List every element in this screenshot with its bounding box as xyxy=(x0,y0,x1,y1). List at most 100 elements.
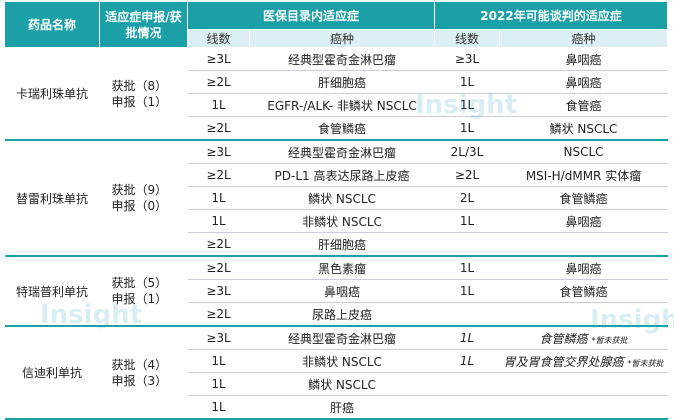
cancer-cell: 黑色素瘤 xyxy=(249,256,435,280)
status-item: 获批（9） xyxy=(111,183,168,197)
drug-name: 特瑞普利单抗 xyxy=(4,256,100,327)
status-item: 申报（1） xyxy=(111,94,168,109)
line-cell: 2L xyxy=(434,186,500,210)
table-row: 替雷利珠单抗 获批（9） 申报（0） ≥3L 经典型霍奇金淋巴瘤 2L/3L NSCLC xyxy=(4,140,668,257)
drug-name: 替雷利珠单抗 xyxy=(4,140,100,257)
cancer-cell: 食管鳞癌 xyxy=(499,279,668,303)
cancer-cell xyxy=(499,232,668,257)
status-cell: 获批（5） 申报（1） xyxy=(99,256,188,327)
line-cell: 1L xyxy=(187,186,250,210)
line-cell: 1L xyxy=(434,279,500,303)
cancer-cell: 鼻咽癌 xyxy=(499,256,668,280)
cancer-cell: 食管癌 xyxy=(499,93,668,117)
cancer-cell: 鼻咽癌 xyxy=(499,209,668,233)
line-cell: 1L xyxy=(434,70,500,94)
cancer-cell xyxy=(499,372,668,396)
table-row: 1L 非鳞状 NSCLC 1L 胃及胃食管交界处腺癌 *暂未获批 xyxy=(5,349,668,373)
header-cancer: 癌种 xyxy=(248,29,436,48)
line-cell: 2L/3L xyxy=(434,140,500,164)
line-cell: 1L xyxy=(434,209,500,233)
line-cell: ≥2L xyxy=(187,116,250,141)
cancer-cell xyxy=(499,302,668,327)
header-line: 线数 xyxy=(187,29,250,48)
status-item: 申报（1） xyxy=(111,292,168,306)
cancer-cell: 非鳞状 NSCLC xyxy=(249,209,435,233)
status-item: 获批（5） xyxy=(111,276,168,290)
line-cell: 1L xyxy=(187,209,250,233)
cancer-cell: 鳞状 NSCLC xyxy=(499,116,668,141)
line-cell: ≥3L xyxy=(187,279,250,303)
header-line: 线数 xyxy=(434,29,501,48)
status-item: 获批（8） xyxy=(111,78,168,93)
cancer-cell: MSI-H/dMMR 实体瘤 xyxy=(499,163,668,187)
status-cell: 获批（4） 申报（3） xyxy=(99,326,188,420)
cancer-cell xyxy=(499,395,668,420)
line-cell: ≥3L xyxy=(187,47,250,71)
cancer-cell: 鼻咽癌 xyxy=(499,70,668,94)
line-cell: ≥2L xyxy=(187,163,250,187)
table-row: 1L 鳞状 NSCLC xyxy=(5,372,668,396)
note: *暂未获批 xyxy=(591,335,628,345)
cancer-cell: 鼻咽癌 xyxy=(249,279,435,303)
table-row: ≥3L 鼻咽癌 1L 食管鳞癌 xyxy=(5,279,668,303)
header-group1: 医保目录内适应症 xyxy=(186,1,436,30)
cancer-cell: 食管鳞癌 xyxy=(249,116,435,141)
cancer-cell: 经典型霍奇金淋巴瘤 xyxy=(249,47,435,71)
status-cell: 获批（8） 申报（1） xyxy=(99,47,188,141)
cancer-cell: EGFR-/ALK- 非鳞状 NSCLC xyxy=(249,93,435,117)
table-row: 1L EGFR-/ALK- 非鳞状 NSCLC 1L 食管癌 xyxy=(5,93,668,117)
header-drug: 药品名称 xyxy=(4,1,100,48)
table-row: 1L 非鳞状 NSCLC 1L 鼻咽癌 xyxy=(5,209,668,233)
note: *暂未获批 xyxy=(627,358,664,368)
line-cell: 1L xyxy=(187,349,250,373)
table-row: 信迪利单抗 获批（4） 申报（3） ≥3L 经典型霍奇金淋巴瘤 1L 食管鳞癌 *暂未获批 xyxy=(4,326,668,420)
cancer-cell: 尿路上皮癌 xyxy=(249,302,435,327)
cancer-cell: 非鳞状 NSCLC xyxy=(249,349,435,373)
table-row: ≥2L PD-L1 高表达尿路上皮癌 ≥2L MSI-H/dMMR 实体瘤 xyxy=(5,163,668,187)
status-item: 获批（4） xyxy=(111,357,168,372)
table-row: 卡瑞利珠单抗 获批（8） 申报（1） ≥3L 经典型霍奇金淋巴瘤 ≥3L 鼻咽癌 xyxy=(4,47,668,141)
table-row: ≥2L 肝细胞癌 1L 鼻咽癌 xyxy=(5,70,668,94)
drug-name: 卡瑞利珠单抗 xyxy=(4,47,100,141)
indication-table: 药品名称 适应症申报/获批情况 医保目录内适应症 2022年可能谈判的适应症 线… xyxy=(4,1,668,420)
cancer-cell: 经典型霍奇金淋巴瘤 xyxy=(249,326,435,350)
cancer-cell: 食管鳞癌 xyxy=(499,186,668,210)
line-cell: 1L xyxy=(434,93,500,117)
line-cell: 1L xyxy=(434,256,500,280)
cancer-cell: 胃及胃食管交界处腺癌 *暂未获批 xyxy=(499,349,668,373)
line-cell: 1L xyxy=(187,372,250,396)
cancer-cell: 经典型霍奇金淋巴瘤 xyxy=(249,140,435,164)
cancer-cell: NSCLC xyxy=(499,140,668,164)
line-cell: ≥2L xyxy=(187,256,250,280)
header-status: 适应症申报/获批情况 xyxy=(99,1,188,48)
cancer-cell: 肝细胞癌 xyxy=(249,232,435,257)
status-cell: 获批（9） 申报（0） xyxy=(99,140,188,257)
line-cell: ≥2L xyxy=(187,232,250,257)
cancer-cell: 食管鳞癌 *暂未获批 xyxy=(499,326,668,350)
table-row: 特瑞普利单抗 获批（5） 申报（1） ≥2L 黑色素瘤 1L 鼻咽癌 xyxy=(4,256,668,327)
line-cell: 1L xyxy=(187,93,250,117)
line-cell: 1L xyxy=(187,395,250,420)
line-cell xyxy=(434,372,500,396)
table-row: ≥2L 尿路上皮癌 xyxy=(5,302,668,327)
line-cell xyxy=(434,302,500,327)
cancer-cell: 肝细胞癌 xyxy=(249,70,435,94)
line-cell: ≥2L xyxy=(434,163,500,187)
line-cell: ≥3L xyxy=(434,47,500,71)
line-cell: 1L xyxy=(434,116,500,141)
line-cell: 1L xyxy=(434,349,500,373)
header-cancer: 癌种 xyxy=(499,29,668,48)
line-cell: ≥2L xyxy=(187,302,250,327)
cancer-cell: 肝癌 xyxy=(249,395,435,420)
line-cell: 1L xyxy=(434,326,500,350)
cancer-cell: 鳞状 NSCLC xyxy=(249,372,435,396)
cancer-cell: 鼻咽癌 xyxy=(499,47,668,71)
header-group2: 2022年可能谈判的适应症 xyxy=(434,1,668,30)
cancer-cell: PD-L1 高表达尿路上皮癌 xyxy=(249,163,435,187)
line-cell: ≥3L xyxy=(187,140,250,164)
cancer-cell: 鳞状 NSCLC xyxy=(249,186,435,210)
table-row: ≥2L 食管鳞癌 1L 鳞状 NSCLC xyxy=(5,116,668,141)
line-cell: ≥3L xyxy=(187,326,250,350)
drug-name: 信迪利单抗 xyxy=(4,326,100,420)
